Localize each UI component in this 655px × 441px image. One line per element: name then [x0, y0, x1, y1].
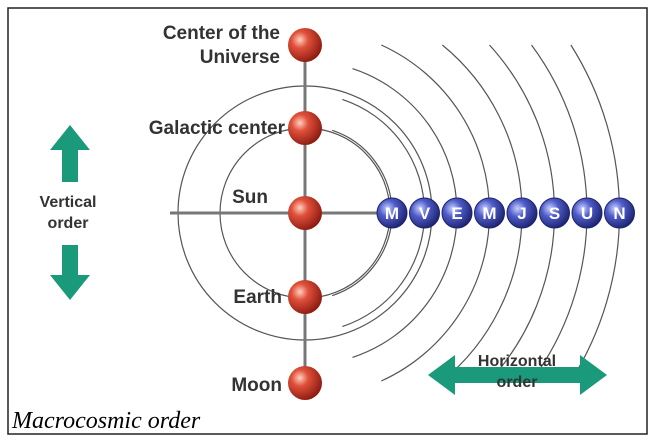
planet-label: V — [419, 204, 431, 223]
node-label: Sun — [232, 187, 268, 208]
node-label: Earth — [233, 287, 282, 308]
planet-label: N — [613, 204, 625, 223]
node-label: Center of the — [163, 23, 280, 44]
vertical-label: order — [48, 215, 89, 232]
horizontal-label: Horizontal — [478, 353, 556, 370]
node-label: Moon — [231, 375, 282, 396]
caption: Macrocosmic order — [11, 408, 201, 434]
node-sphere — [288, 196, 322, 230]
node-sphere — [288, 280, 322, 314]
horizontal-label: order — [497, 374, 538, 391]
node-sphere — [288, 111, 322, 145]
planet-label: E — [451, 204, 462, 223]
vertical-label: Vertical — [40, 194, 97, 211]
node-sphere — [288, 28, 322, 62]
diagram: Center of the Universe Galactic center Sun E… — [0, 0, 655, 441]
node-sphere — [288, 366, 322, 400]
node-label: Universe — [200, 47, 280, 68]
planet-label: J — [517, 204, 526, 223]
planet-label: S — [549, 204, 560, 223]
planet-label: M — [385, 204, 399, 223]
node-label: Galactic center — [149, 118, 286, 139]
planet-label: U — [581, 204, 593, 223]
planet-label: M — [482, 204, 496, 223]
